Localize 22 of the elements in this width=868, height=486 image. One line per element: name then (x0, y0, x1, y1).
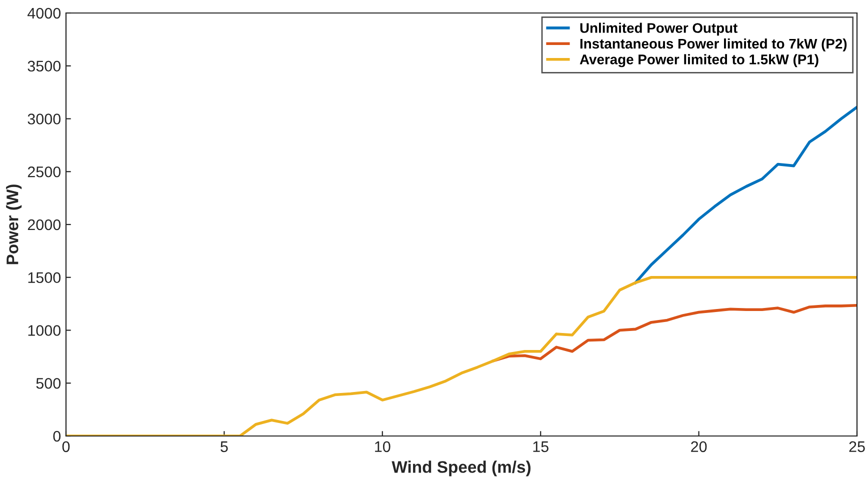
line-series (634, 106, 857, 284)
line-series (492, 304, 857, 362)
x-axis-title: Wind Speed (m/s) (392, 460, 531, 476)
x-tick-label: 0 (62, 441, 70, 452)
x-tick-label: 5 (220, 441, 228, 452)
y-tick-label: 2000 (28, 219, 61, 230)
x-tick-label: 15 (533, 441, 548, 452)
legend-label: Average Power limited to 1.5kW (P1) (580, 54, 818, 68)
y-tick-label: 3000 (28, 114, 61, 124)
y-tick-label: 0 (53, 430, 61, 442)
legend-label: Instantaneous Power limited to 7kW (P2) (580, 38, 847, 52)
y-tick-label: 1500 (28, 272, 61, 284)
y-tick-label: 500 (36, 378, 61, 389)
x-tick-label: 25 (849, 441, 865, 452)
legend-label: Unlimited Power Output (580, 22, 738, 36)
y-tick-label: 2500 (28, 166, 61, 178)
x-tick-label: 20 (691, 441, 707, 452)
y-tick-label: 3500 (28, 60, 61, 72)
y-tick-label: 4000 (28, 8, 61, 19)
y-axis-title: Power (W) (6, 184, 22, 264)
y-tick-label: 1000 (28, 325, 61, 336)
x-tick-label: 10 (375, 441, 390, 452)
